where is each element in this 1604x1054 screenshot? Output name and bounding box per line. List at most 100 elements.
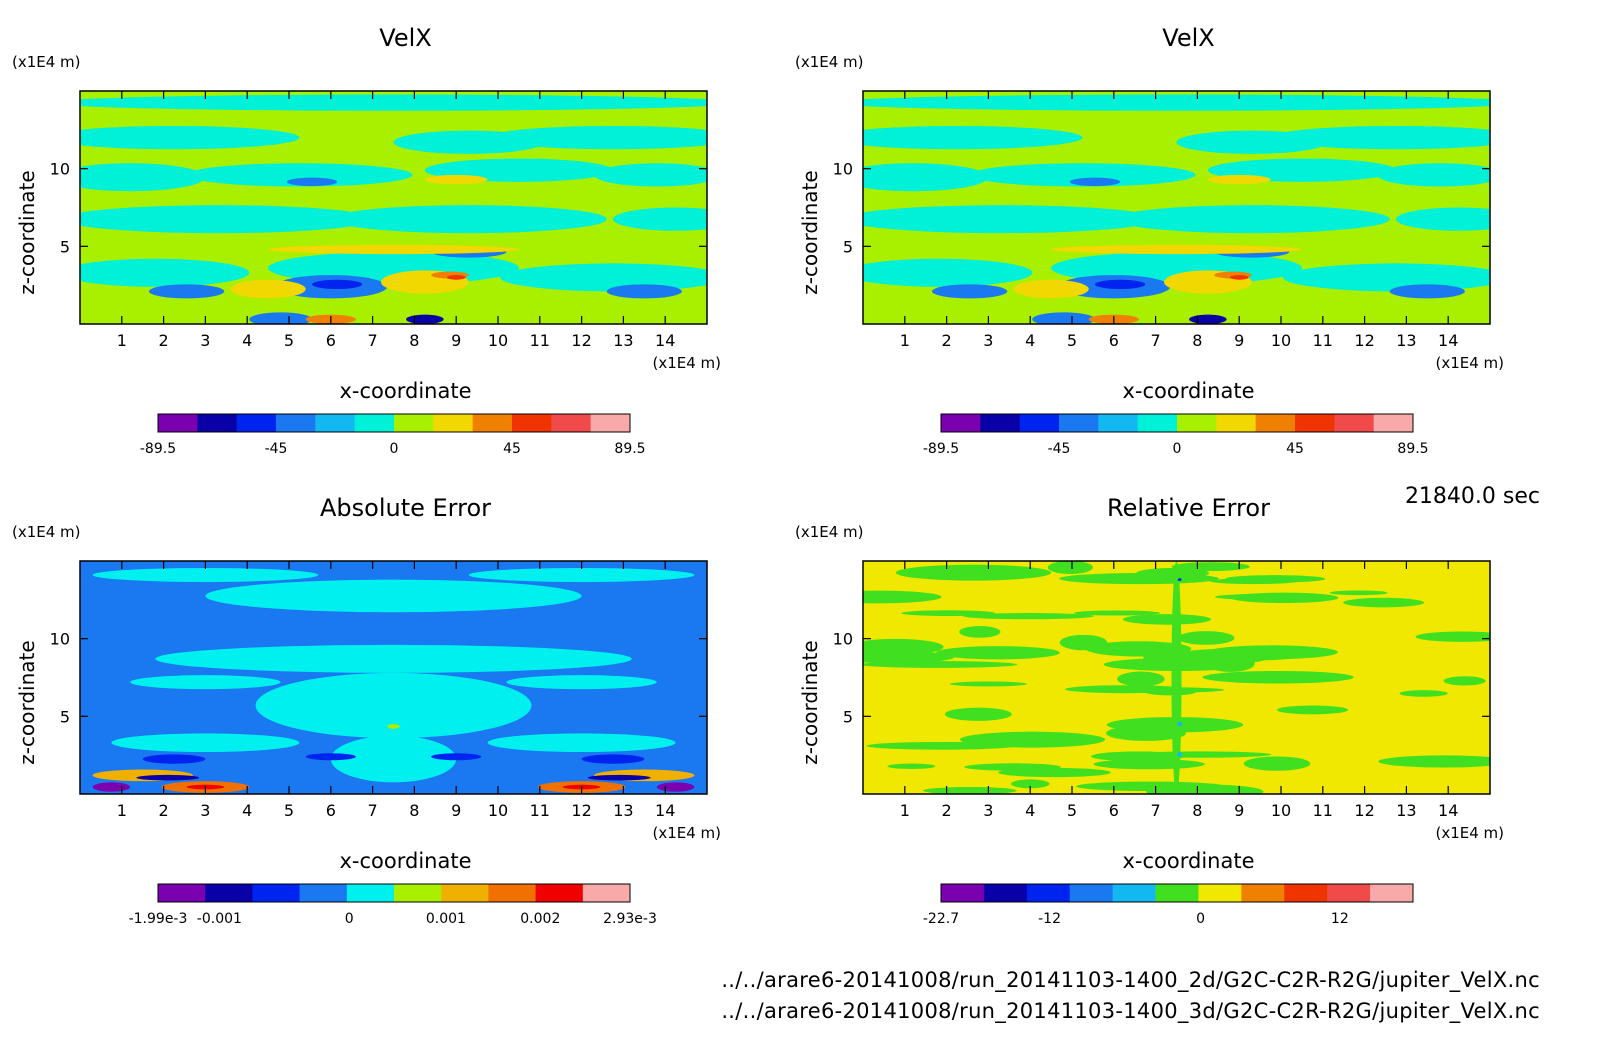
heatmap-contour-region <box>468 567 695 582</box>
x-tick-label: 7 <box>1151 801 1161 820</box>
heatmap-contour-region <box>1189 314 1227 324</box>
heatmap-contour-region <box>863 638 944 656</box>
x-tick-label: 3 <box>983 331 993 350</box>
panels: VelX(x1E4 m)1 2 3 4 5 6 7 8 9 10 11 12 13 14510(x1E4 … <box>12 24 1504 927</box>
x-unit-label: (x1E4 m) <box>652 354 721 372</box>
colorbar-segment <box>1327 884 1371 902</box>
colorbar-segment <box>551 414 592 432</box>
heatmap-contour-region <box>186 163 413 187</box>
heatmap-contour-region <box>1171 561 1182 794</box>
x-tick-label: 6 <box>326 801 336 820</box>
colorbar-label: 0 <box>1173 441 1182 457</box>
heatmap-contour-region <box>1094 279 1146 290</box>
colorbar-frame <box>940 413 1414 433</box>
heatmap-contour-region <box>863 205 1158 234</box>
heatmap-contour-region <box>446 275 466 280</box>
heatmap-contour-region <box>1117 671 1165 687</box>
heatmap-contour-region <box>1073 610 1161 616</box>
colorbar-label: -12 <box>1038 911 1061 927</box>
heatmap-contour-region <box>863 590 942 604</box>
heatmap-contour-region <box>305 753 356 761</box>
x-tick-label: 12 <box>571 801 591 820</box>
colorbar-segment <box>1059 414 1099 432</box>
x-tick-label: 10 <box>488 801 508 820</box>
x-tick-label: 9 <box>1234 801 1244 820</box>
x-unit-label: (x1E4 m) <box>652 824 721 842</box>
x-unit-label: (x1E4 m) <box>1435 824 1504 842</box>
heatmap-contour-region <box>1085 641 1192 657</box>
heatmap-contour-region <box>1128 751 1272 758</box>
heatmap-contour-region <box>311 279 363 290</box>
heatmap-contour-region <box>863 125 1083 150</box>
y-axis-label: z-coordinate <box>15 640 39 764</box>
heatmap-contour-region <box>268 244 519 255</box>
heatmap-contour-region <box>500 263 707 292</box>
heatmap-contour-region <box>80 258 250 287</box>
heatmap-contour-region <box>1113 205 1390 234</box>
x-tick-label: 10 <box>488 331 508 350</box>
x-tick-label: 6 <box>1109 331 1119 350</box>
colorbar-label: 89.5 <box>614 441 645 457</box>
colorbar-segment <box>1098 414 1139 432</box>
colorbar-segment <box>512 414 552 432</box>
heatmap-contour-region <box>863 163 989 192</box>
y-unit-label: (x1E4 m) <box>12 53 81 71</box>
heatmap-contour-region <box>487 125 707 150</box>
heatmap-contour-region <box>1343 597 1424 608</box>
heatmap-contour-region <box>1122 614 1211 625</box>
heatmap-contour-region <box>863 258 1033 287</box>
x-tick-label: 12 <box>1354 801 1374 820</box>
heatmap-contour-region <box>1377 163 1490 187</box>
x-tick-label: 10 <box>1271 331 1291 350</box>
colorbar-segment <box>346 884 395 902</box>
heatmap-contour-region <box>130 675 281 690</box>
heatmap-contour-region <box>606 284 682 299</box>
heatmap-contour-region <box>424 174 488 185</box>
colorbar-segment <box>299 884 348 902</box>
time-label: 21840.0 sec <box>1404 484 1540 509</box>
colorbar-segment <box>158 414 198 432</box>
heatmap-contour-region <box>148 284 225 299</box>
colorbar-segment <box>582 884 631 902</box>
y-tick-label: 10 <box>833 630 853 649</box>
x-axis-label: x-coordinate <box>339 379 471 403</box>
colorbar-label: -89.5 <box>140 441 176 457</box>
heatmap-contour-region <box>286 177 338 187</box>
heatmap-contour-region <box>949 681 1028 687</box>
colorbar-segment <box>394 414 434 432</box>
heatmap-contour-region <box>431 753 482 761</box>
colorbar-segment <box>941 884 985 902</box>
heatmap-contour-region <box>1032 312 1095 324</box>
x-tick-label: 13 <box>1396 801 1416 820</box>
colorbar-segment <box>394 884 442 902</box>
x-tick-label: 3 <box>983 801 993 820</box>
heatmap-contour-region <box>111 733 300 753</box>
heatmap-contour-region <box>656 782 695 792</box>
heatmap-contour-region <box>142 754 206 764</box>
heatmap-field <box>80 91 707 324</box>
colorbar-segment <box>252 884 301 902</box>
panel-title: Absolute Error <box>320 494 491 522</box>
x-tick-label: 5 <box>284 331 294 350</box>
colorbar-label: -89.5 <box>923 441 959 457</box>
y-unit-label: (x1E4 m) <box>795 53 864 71</box>
colorbar-segment <box>1295 414 1335 432</box>
colorbar-segment <box>1334 414 1375 432</box>
y-axis-label: z-coordinate <box>15 170 39 294</box>
colorbar-label: 0.001 <box>426 911 466 927</box>
colorbar-segment <box>197 414 238 432</box>
plot-frame <box>862 90 1491 325</box>
heatmap-contour-region <box>330 735 457 783</box>
heatmap-contour-region <box>249 312 312 324</box>
x-tick-label: 3 <box>200 331 210 350</box>
x-tick-label: 14 <box>655 801 675 820</box>
panel-title: VelX <box>1162 24 1214 52</box>
plot-frame <box>862 560 1491 795</box>
colorbar-segment <box>441 884 489 902</box>
colorbar-label: -0.001 <box>197 911 242 927</box>
x-tick-label: 13 <box>613 331 633 350</box>
colorbar-label: 2.93e-3 <box>603 911 657 927</box>
colorbar-segment <box>1069 884 1114 902</box>
x-tick-label: 9 <box>1234 331 1244 350</box>
